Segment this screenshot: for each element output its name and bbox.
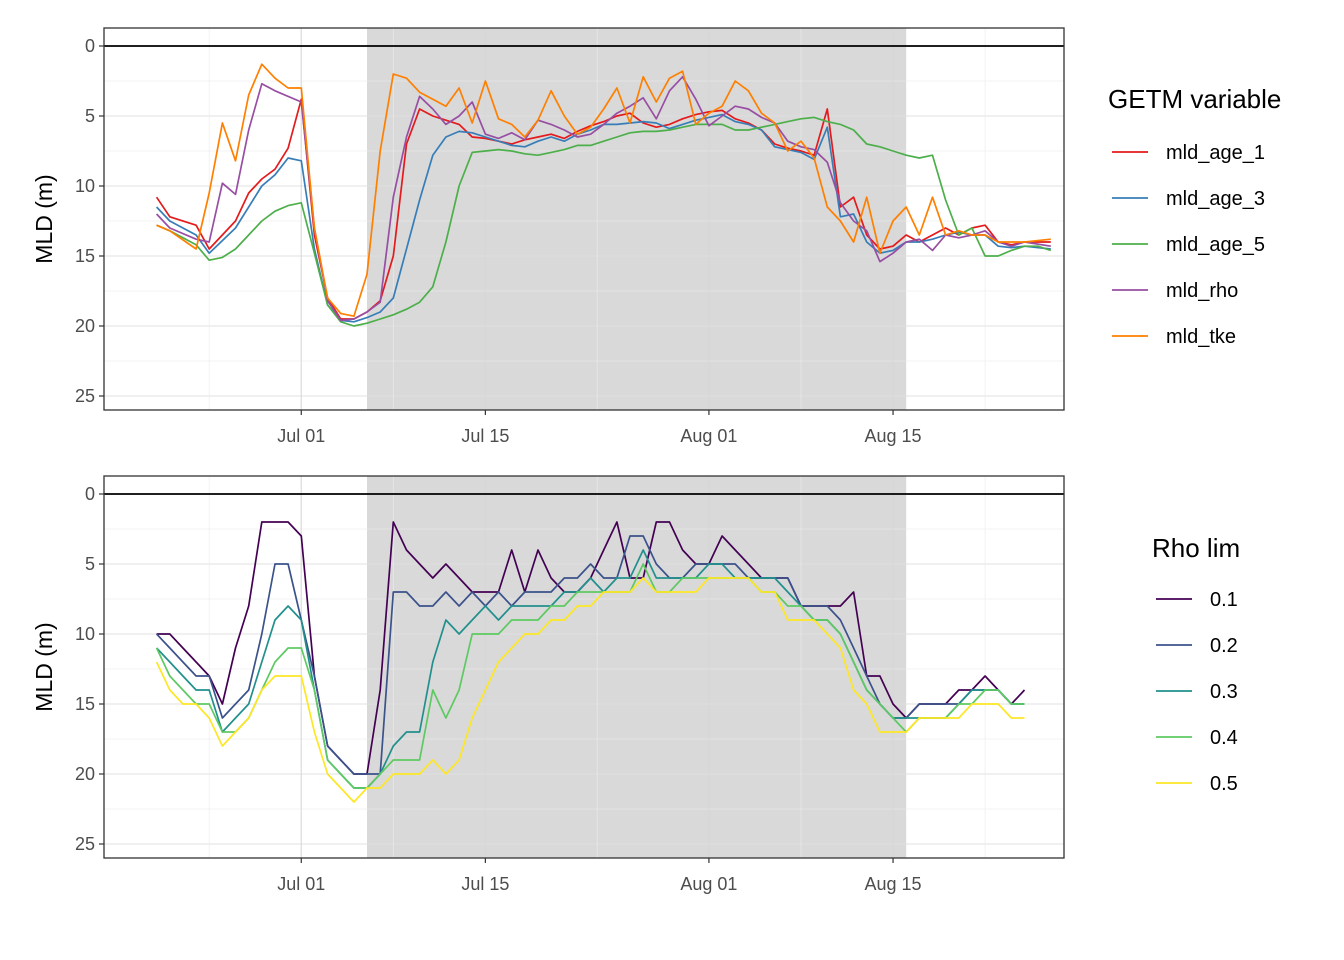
panel-2: 0 5 10 15 20 25 MLD (m) Jul 01 Jul 15 Aug 01 Aug 1… xyxy=(31,475,1240,894)
legend-label: 0.5 xyxy=(1210,773,1238,795)
x-tick-label: Jul 15 xyxy=(461,874,509,894)
series-line-mld-age-5 xyxy=(156,116,1052,327)
x-tick-label: Aug 01 xyxy=(680,426,737,446)
series-lines xyxy=(155,521,1026,803)
y-tick-label: 20 xyxy=(75,316,95,336)
y-axis-title: MLD (m) xyxy=(31,622,57,711)
legend-label: mld_age_1 xyxy=(1166,142,1265,164)
legend-label: 0.1 xyxy=(1210,589,1238,611)
x-tick-label: Aug 01 xyxy=(680,874,737,894)
y-axis: 0 5 10 15 20 25 MLD (m) xyxy=(31,36,104,406)
legend-title: Rho lim xyxy=(1152,533,1240,563)
x-axis: Jul 01 Jul 15 Aug 01 Aug 15 xyxy=(277,410,922,446)
panel-border xyxy=(103,475,1065,859)
y-tick-label: 5 xyxy=(85,106,95,126)
shaded-period xyxy=(367,28,907,410)
legend-label: 0.4 xyxy=(1210,727,1238,749)
legend: Rho lim 0.1 0.2 0.3 0.4 0.5 xyxy=(1152,533,1240,795)
x-tick-label: Aug 15 xyxy=(865,874,922,894)
legend-title: GETM variable xyxy=(1108,84,1281,114)
y-tick-label: 0 xyxy=(85,484,95,504)
y-axis-title: MLD (m) xyxy=(31,174,57,263)
legend-label: mld_age_5 xyxy=(1166,234,1265,256)
y-tick-label: 0 xyxy=(85,36,95,56)
y-tick-label: 25 xyxy=(75,386,95,406)
y-tick-label: 15 xyxy=(75,694,95,714)
series-line-0-4 xyxy=(155,563,1025,789)
legend-label: 0.2 xyxy=(1210,635,1238,657)
x-axis: Jul 01 Jul 15 Aug 01 Aug 15 xyxy=(277,858,922,894)
series-lines xyxy=(155,63,1052,327)
legend-label: mld_tke xyxy=(1166,326,1236,348)
y-tick-label: 10 xyxy=(75,176,95,196)
y-axis: 0 5 10 15 20 25 MLD (m) xyxy=(31,484,104,854)
x-tick-label: Jul 15 xyxy=(461,426,509,446)
x-tick-label: Aug 15 xyxy=(865,426,922,446)
y-tick-label: 25 xyxy=(75,834,95,854)
x-tick-label: Jul 01 xyxy=(277,874,325,894)
y-tick-label: 20 xyxy=(75,764,95,784)
series-line-0-5 xyxy=(155,577,1025,803)
legend-label: mld_age_3 xyxy=(1166,188,1265,210)
grid xyxy=(104,28,1064,410)
y-tick-label: 15 xyxy=(75,246,95,266)
series-line-mld-tke xyxy=(156,63,1051,318)
panel-1: 0 5 10 15 20 25 MLD (m) Jul 01 Jul 15 Aug 01 Aug 1… xyxy=(31,27,1281,446)
legend: GETM variable mld_age_1 mld_age_3 mld_age_5… xyxy=(1108,84,1281,348)
legend-label: mld_rho xyxy=(1166,280,1238,302)
panel-border xyxy=(103,27,1065,411)
y-tick-label: 5 xyxy=(85,554,95,574)
y-tick-label: 10 xyxy=(75,624,95,644)
shaded-period xyxy=(367,476,907,858)
legend-label: 0.3 xyxy=(1210,681,1238,703)
x-tick-label: Jul 01 xyxy=(277,426,325,446)
